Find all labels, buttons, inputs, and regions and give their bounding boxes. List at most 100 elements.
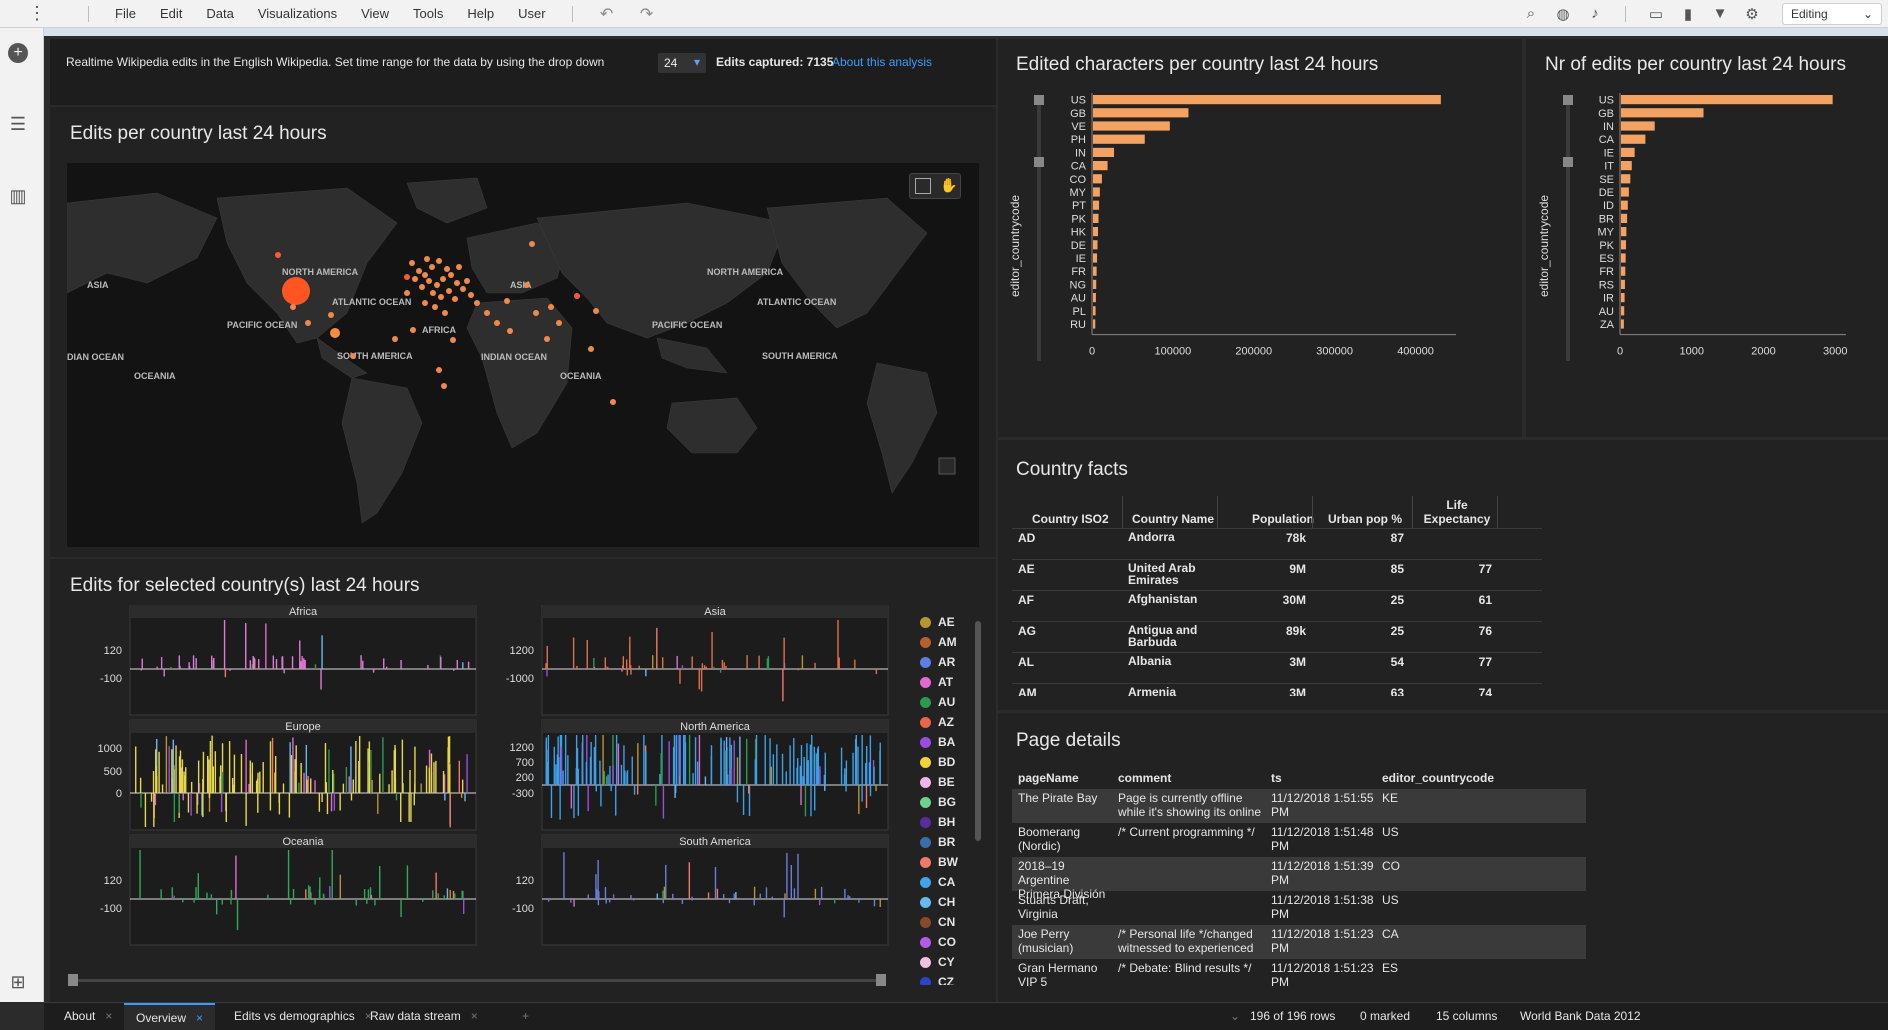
legend-swatch bbox=[920, 797, 931, 808]
kebab-menu-icon[interactable]: ⋮ bbox=[28, 3, 46, 23]
time-range-dropdown[interactable]: 24 ▾ bbox=[658, 53, 706, 73]
country-legend[interactable]: AE AM AR AT AU AZ BA BD BE BG BH BR BW CA CH CN CO CY CZ bbox=[920, 615, 970, 985]
table-row[interactable]: Boomerang (Nordic) /* Current programming… bbox=[1012, 823, 1586, 857]
legend-label: AT bbox=[938, 675, 954, 689]
close-icon[interactable]: × bbox=[196, 1011, 204, 1025]
slider-handle-left[interactable] bbox=[68, 974, 78, 986]
page-col-header[interactable]: comment bbox=[1118, 771, 1172, 785]
mode-select[interactable]: Editing ⌄ bbox=[1782, 2, 1882, 25]
facts-col-header[interactable]: Life Expectancy bbox=[1423, 498, 1491, 526]
mode-select-label: Editing bbox=[1791, 6, 1828, 21]
filter-icon[interactable]: ▼ bbox=[1712, 5, 1728, 22]
x-tick-label: 400000 bbox=[1397, 346, 1434, 358]
tab-about[interactable]: About × bbox=[52, 1003, 124, 1030]
status-caret-icon[interactable]: ⌄ bbox=[1230, 1009, 1241, 1023]
page-col-header[interactable]: ts bbox=[1271, 771, 1282, 785]
page-col-header[interactable]: editor_countrycode bbox=[1382, 771, 1495, 785]
facts-col-header[interactable]: Country Name bbox=[1132, 512, 1215, 526]
menu-view[interactable]: View bbox=[361, 6, 390, 21]
bar bbox=[1621, 147, 1635, 157]
tab-edits-vs-demographics[interactable]: Edits vs demographics × bbox=[222, 1003, 384, 1030]
multiple-tick: 0 bbox=[116, 788, 122, 800]
close-icon[interactable]: × bbox=[470, 1009, 478, 1023]
map-label: DIAN OCEAN bbox=[67, 352, 124, 362]
notification-bell-icon[interactable]: ♪ bbox=[1591, 5, 1599, 22]
close-icon[interactable]: × bbox=[364, 1009, 372, 1023]
table-row[interactable]: AG Antigua and Barbuda 89k 25 76 bbox=[1012, 621, 1542, 652]
slider-handle[interactable] bbox=[1563, 95, 1573, 105]
multiple-tick: 120 bbox=[104, 645, 122, 657]
page-col-header[interactable]: pageName bbox=[1018, 771, 1079, 785]
undo-icon[interactable]: ↶ bbox=[599, 5, 614, 23]
nr-range-slider[interactable] bbox=[1563, 95, 1573, 361]
legend-label: BD bbox=[938, 755, 956, 769]
menu-edit[interactable]: Edit bbox=[159, 6, 183, 21]
land-southeast-asia bbox=[656, 337, 728, 374]
slider-handle[interactable] bbox=[1034, 157, 1044, 167]
globe-icon[interactable]: ◍ bbox=[1556, 5, 1570, 23]
data-flow-icon[interactable]: ⊞ bbox=[10, 972, 26, 992]
page-details-panel: Page details pageName comment ts editor_… bbox=[998, 713, 1888, 1002]
comments-icon[interactable]: ▭ bbox=[1648, 5, 1664, 23]
multiple-title: Africa bbox=[289, 606, 318, 618]
status-rows: 196 of 196 rows bbox=[1250, 1009, 1336, 1023]
table-row[interactable]: Gran Hermano VIP 5 /* Debate: Blind resul… bbox=[1012, 959, 1586, 993]
table-row[interactable]: Stuarts Draft, Virginia 11/12/2018 1:51:3… bbox=[1012, 891, 1586, 925]
menu-visualizations[interactable]: Visualizations bbox=[257, 6, 338, 21]
gear-icon[interactable]: ⚙ bbox=[1745, 5, 1759, 23]
table-row[interactable]: 2018–19 Argentine Primera División 11/12/… bbox=[1012, 857, 1586, 901]
menu-help[interactable]: Help bbox=[467, 6, 495, 21]
about-analysis-link[interactable]: About this analysis bbox=[832, 55, 933, 69]
marker bbox=[404, 290, 410, 296]
tab-raw-data-stream[interactable]: Raw data stream × bbox=[358, 1003, 490, 1030]
close-icon[interactable]: × bbox=[105, 1009, 113, 1023]
bookmark-icon[interactable]: ▮ bbox=[1683, 5, 1693, 23]
table-row[interactable]: The Pirate Bay Page is currently offline … bbox=[1012, 789, 1586, 823]
marker bbox=[524, 282, 530, 288]
bar-chart-icon[interactable]: ▥ bbox=[9, 186, 27, 206]
pan-hand-icon[interactable]: ✋ bbox=[940, 177, 958, 193]
slider-handle[interactable] bbox=[1563, 157, 1573, 167]
table-row[interactable]: AL Albania 3M 54 77 bbox=[1012, 652, 1542, 683]
menu-user[interactable]: User bbox=[518, 6, 546, 21]
redo-icon[interactable]: ↷ bbox=[639, 5, 654, 23]
table-row[interactable]: AM Armenia 3M 63 74 bbox=[1012, 683, 1542, 696]
table-row[interactable]: AF Afghanistan 30M 25 61 bbox=[1012, 590, 1542, 621]
table-row[interactable]: AD Andorra 78k 87 bbox=[1012, 528, 1542, 559]
table-cell: CO bbox=[1382, 859, 1400, 873]
facts-col-header[interactable]: Country ISO2 bbox=[1032, 512, 1109, 526]
tab-label: Raw data stream bbox=[370, 1009, 461, 1023]
chars-range-slider[interactable] bbox=[1034, 95, 1044, 361]
menu-data[interactable]: Data bbox=[206, 6, 234, 21]
table-row[interactable]: Joe Perry (musician) /* Personal life */c… bbox=[1012, 925, 1586, 959]
tab-overview[interactable]: Overview × bbox=[124, 1003, 216, 1030]
select-rectangle-icon[interactable] bbox=[915, 178, 931, 194]
facts-col-header[interactable]: Urban pop % bbox=[1328, 512, 1402, 526]
facts-col-header[interactable]: Population bbox=[1252, 512, 1314, 526]
slider-handle-right[interactable] bbox=[876, 974, 886, 986]
world-map[interactable]: ASIA NORTH AMERICA ATLANTIC OCEAN ASIA N… bbox=[66, 163, 979, 547]
land-central-america bbox=[316, 337, 368, 379]
selected-country-edits-panel: Edits for selected country(s) last 24 ho… bbox=[50, 559, 996, 1002]
legend-label: AZ bbox=[938, 715, 954, 729]
facts-title: Country facts bbox=[1016, 459, 1128, 480]
facts-table[interactable]: Country ISO2 Country Name Population Urb… bbox=[1012, 496, 1542, 696]
search-icon[interactable]: ⌕ bbox=[1526, 5, 1536, 22]
marker bbox=[350, 353, 356, 359]
page-details-table[interactable]: The Pirate Bay Page is currently offline … bbox=[998, 789, 1598, 999]
table-row[interactable]: AE United Arab Emirates 9M 85 77 bbox=[1012, 559, 1542, 590]
menu-file[interactable]: File bbox=[115, 6, 136, 21]
table-cell: AF bbox=[1018, 593, 1034, 607]
edits-small-multiples[interactable]: Africa 120 -100 Asia 1200 -1000 Europe 1000 500 0… bbox=[50, 605, 910, 975]
data-table-icon[interactable]: ☰ bbox=[9, 114, 27, 134]
add-tab-icon[interactable]: + bbox=[522, 1009, 530, 1023]
map-label: PACIFIC OCEAN bbox=[227, 320, 297, 330]
slider-handle[interactable] bbox=[1034, 95, 1044, 105]
menu-tools[interactable]: Tools bbox=[413, 6, 444, 21]
time-range-slider-track[interactable] bbox=[68, 974, 886, 986]
add-icon[interactable]: + bbox=[8, 43, 28, 63]
legend-scrollbar[interactable] bbox=[975, 621, 981, 841]
